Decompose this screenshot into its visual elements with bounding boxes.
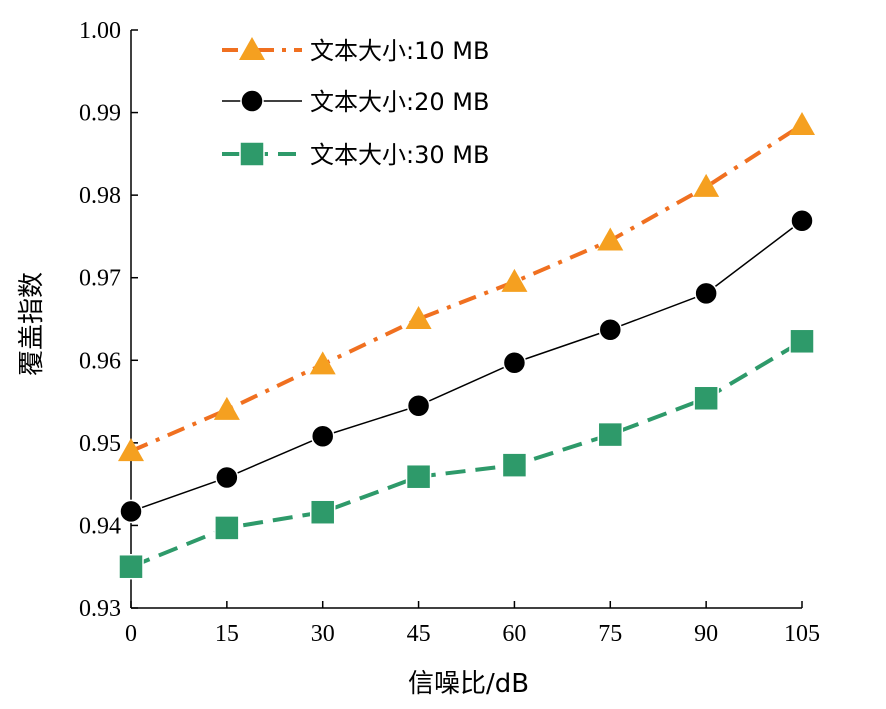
series-3-point: [309, 499, 336, 525]
legend-label: 文本大小:30 MB: [310, 141, 489, 169]
y-tick-label: 0.94: [79, 513, 121, 539]
series-1: [118, 111, 815, 462]
y-tick-label: 0.97: [79, 266, 121, 292]
series-1-point: [789, 111, 815, 135]
y-tick-label: 0.99: [79, 101, 121, 127]
series-3-point: [597, 421, 624, 448]
series-2-point: [598, 317, 623, 342]
series-1-point: [501, 268, 528, 292]
x-tick-label: 0: [125, 621, 137, 647]
series-layer: [118, 111, 815, 580]
series-3-point: [118, 553, 144, 580]
series-1-line: [130, 123, 804, 453]
series-1-point: [213, 396, 240, 420]
series-3-point: [405, 463, 432, 490]
series-2: [119, 208, 814, 524]
series-1-point: [118, 438, 144, 462]
series-2-point: [502, 351, 527, 375]
legend-swatch-marker: [239, 37, 265, 60]
y-tick-label: 0.96: [79, 348, 121, 374]
legend-item-2: 文本大小:20 MB: [222, 88, 489, 116]
x-tick-label: 105: [784, 621, 820, 647]
series-3-point: [693, 385, 719, 412]
series-3-point: [214, 515, 240, 541]
series-3-point: [501, 452, 528, 478]
y-tick-label: 0.93: [79, 596, 121, 622]
legend-swatch-marker: [239, 141, 265, 167]
legend-swatch-marker: [240, 89, 264, 113]
legend-label: 文本大小:20 MB: [310, 88, 489, 116]
legend-item-1: 文本大小:10 MB: [222, 37, 489, 65]
series-2-line: [130, 220, 803, 513]
x-tick-label: 60: [502, 621, 526, 647]
x-axis-title: 信噪比/dB: [408, 669, 529, 699]
x-tick-label: 45: [407, 621, 431, 647]
y-tick-label: 1.00: [79, 18, 121, 44]
series-2-point: [790, 208, 814, 233]
legend: 文本大小:10 MB 文本大小:20 MB 文本大小:30 MB: [222, 37, 489, 169]
x-tick-label: 75: [598, 621, 622, 647]
series-3-point: [789, 328, 815, 355]
series-2-point: [310, 424, 335, 449]
x-tick-label: 30: [311, 621, 335, 647]
series-1-point: [693, 173, 720, 197]
series-2-point: [119, 499, 143, 524]
x-tick-label: 15: [215, 621, 239, 647]
series-2-point: [406, 393, 431, 418]
y-tick-label: 0.98: [79, 183, 121, 209]
axes: 0 15 30 45 60 75 90 105 0.93 0.94 0.95 0.96 0.97 0.98…: [79, 18, 820, 647]
series-3-line: [130, 339, 804, 569]
series-2-point: [215, 465, 239, 490]
series-3: [118, 328, 815, 580]
legend-item-3: 文本大小:30 MB: [222, 141, 489, 169]
series-1-point: [597, 227, 624, 251]
series-1-point: [309, 351, 336, 375]
y-axis-title: 覆盖指数: [17, 272, 47, 376]
y-tick-label: 0.95: [79, 431, 121, 457]
series-2-point: [694, 281, 718, 306]
series-1-point: [405, 306, 432, 329]
x-tick-label: 90: [694, 621, 718, 647]
legend-label: 文本大小:10 MB: [310, 37, 489, 65]
